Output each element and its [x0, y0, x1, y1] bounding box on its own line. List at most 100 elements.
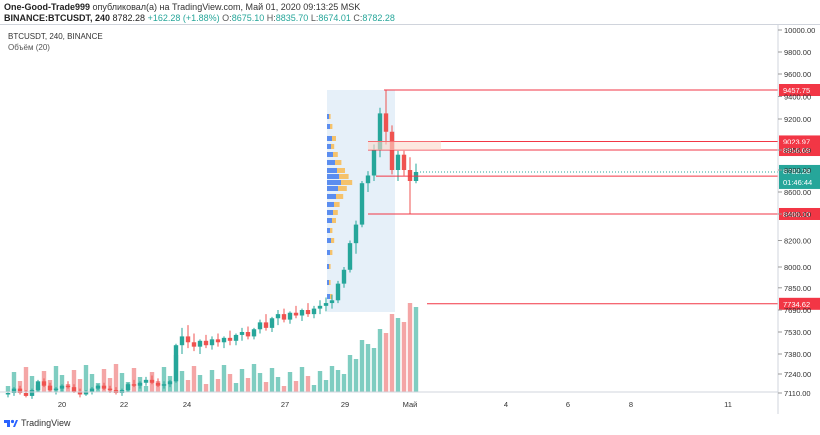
price-line-label: 8956.69: [783, 146, 810, 155]
time-tick-label: 20: [58, 400, 66, 409]
profile-bar-sell: [331, 144, 335, 149]
profile-bar: [327, 294, 330, 299]
candle-body: [305, 310, 311, 315]
tradingview-footer[interactable]: TradingView: [4, 418, 71, 428]
price-tick-label: 7380.00: [784, 350, 811, 359]
profile-bar: [327, 238, 331, 243]
volume-bar: [251, 364, 257, 392]
candle-body: [239, 332, 245, 335]
ohlc-header: BINANCE:BTCUSDT, 240 8782.28 +162.28 (+1…: [4, 13, 395, 23]
profile-bar: [327, 250, 330, 255]
price-axis[interactable]: 10000.00 9800.00 9600.00 9400.00 9200.00 8956…: [777, 24, 815, 414]
profile-bar-sell: [337, 168, 345, 173]
last-price-label-bg: [779, 164, 820, 189]
volume-bar: [257, 373, 263, 392]
time-tick-label: 24: [183, 400, 191, 409]
profile-bar-sell: [336, 194, 344, 199]
volume-bar: [191, 366, 197, 392]
profile-bar: [327, 186, 338, 191]
candle-body: [209, 339, 215, 346]
volume-bar: [71, 370, 77, 392]
volume-bar: [353, 359, 359, 392]
candle-body: [17, 388, 23, 393]
candle-body: [275, 314, 281, 319]
price-tick-label: 7690.00: [784, 306, 811, 315]
candle-body: [335, 283, 341, 301]
candle-body: [47, 385, 53, 391]
time-tick-label: 8: [629, 400, 633, 409]
price-lines[interactable]: 9457.759023.978956.698743.988400.107734.…: [368, 84, 820, 310]
published-text: опубликовал(а) на TradingView.com, Май 0…: [92, 2, 361, 12]
symbol-label: BINANCE:BTCUSDT, 240: [4, 13, 111, 23]
candle-body: [59, 385, 65, 389]
candle-body: [323, 303, 329, 306]
profile-bar-sell: [330, 124, 333, 129]
candle-body: [257, 322, 263, 330]
time-tick-label: 27: [281, 400, 289, 409]
candle-body: [71, 387, 77, 392]
price-line-label-bg: [779, 207, 820, 220]
candle-body: [215, 339, 221, 343]
volume-bar: [107, 378, 113, 392]
price-tick-label: 8000.00: [784, 263, 811, 272]
price-line-label: 8400.10: [783, 210, 810, 219]
volume-bar: [23, 367, 29, 392]
volume-bar: [371, 348, 377, 392]
price-change: +162.28 (+1.88%): [147, 13, 220, 23]
candle-body: [143, 379, 149, 383]
time-tick-label: 4: [504, 400, 508, 409]
chart-legend-title[interactable]: BTCUSDT, 240, BINANCE: [8, 32, 103, 41]
candle-body: [269, 318, 275, 328]
volume-bar: [53, 366, 59, 392]
volume-bar: [347, 355, 353, 392]
candle-body: [23, 393, 29, 396]
volume-bar: [293, 381, 299, 392]
volume-bar: [143, 386, 149, 392]
volume-bar: [311, 385, 317, 392]
volume-bar: [233, 383, 239, 392]
volume-bar: [359, 340, 365, 392]
profile-bar: [327, 168, 337, 173]
candle-body: [281, 314, 287, 320]
candle-body: [5, 393, 11, 395]
time-tick-label: 11: [724, 400, 732, 409]
candle-body: [155, 382, 161, 386]
volume-bar: [263, 382, 269, 392]
volume-bar: [383, 333, 389, 392]
profile-bar: [327, 114, 329, 119]
candle-body: [341, 269, 347, 284]
profile-bar: [327, 210, 333, 215]
candle-body: [65, 385, 71, 388]
profile-bar-sell: [334, 202, 340, 207]
volume-bar: [317, 371, 323, 392]
profile-bar-sell: [329, 114, 331, 119]
profile-bar-sell: [329, 280, 331, 285]
volume-bar: [407, 303, 413, 392]
price-line-label: 9457.75: [783, 86, 810, 95]
profile-bar-sell: [335, 160, 342, 165]
tradingview-brand: TradingView: [21, 418, 71, 428]
candle-body: [167, 381, 173, 385]
candle-body: [287, 312, 293, 320]
price-tick-label: 8800.00: [784, 166, 811, 175]
volume-bar: [395, 318, 401, 392]
profile-bar-sell: [333, 152, 338, 157]
candle-body: [137, 382, 143, 386]
volume-indicator-legend[interactable]: Объём (20): [8, 43, 50, 52]
volume-bar: [401, 322, 407, 392]
candle-body: [149, 379, 155, 383]
time-axis[interactable]: 20 22 24 27 29 Май 4 6 8 11: [0, 391, 778, 409]
candle-body: [125, 384, 131, 391]
profile-bar-sell: [338, 186, 347, 191]
volume-bar: [341, 374, 347, 392]
profile-bar: [327, 180, 341, 185]
candle-body: [53, 388, 59, 391]
price-chart[interactable]: 9457.759023.978956.698743.988400.107734.…: [0, 24, 820, 414]
volume-bar: [335, 370, 341, 392]
volume-bar: [377, 329, 383, 392]
candle-body: [371, 149, 377, 176]
price-tick-label: 9200.00: [784, 115, 811, 124]
candle-body: [251, 329, 257, 337]
volume-bar: [269, 368, 275, 392]
volume-bar: [185, 380, 191, 392]
